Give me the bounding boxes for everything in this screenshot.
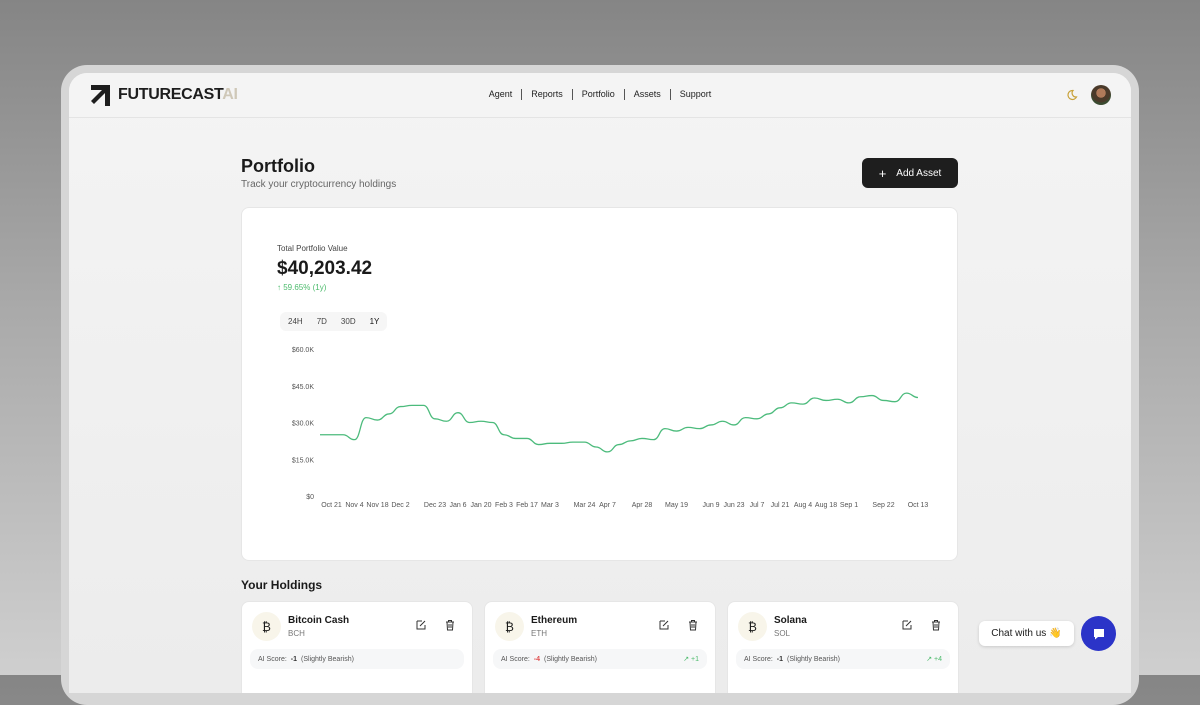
add-asset-button[interactable]: + Add Asset bbox=[862, 158, 958, 188]
range-24h[interactable]: 24H bbox=[282, 314, 309, 329]
edit-icon[interactable] bbox=[901, 619, 913, 631]
x-tick-label: Dec 2 bbox=[391, 502, 409, 509]
app-window: FUTURECASTAI Agent Reports Portfolio Ass… bbox=[69, 73, 1131, 693]
x-tick-label: Nov 18 bbox=[366, 502, 388, 509]
add-asset-label: Add Asset bbox=[896, 167, 942, 179]
x-tick-label: Oct 13 bbox=[908, 502, 929, 509]
x-tick-label: Mar 3 bbox=[541, 502, 559, 509]
coin-icon: ₿ bbox=[495, 612, 524, 641]
chat-button[interactable] bbox=[1081, 616, 1116, 651]
y-tick-label: $15.0K bbox=[292, 457, 315, 464]
value-change: ↑ 59.65% (1y) bbox=[277, 283, 327, 292]
range-selector: 24H 7D 30D 1Y bbox=[280, 312, 388, 331]
holding-symbol: BCH bbox=[288, 629, 305, 638]
y-tick-label: $45.0K bbox=[292, 384, 315, 391]
nav-support[interactable]: Support bbox=[669, 89, 721, 100]
holding-name: Ethereum bbox=[531, 615, 578, 626]
x-tick-label: Mar 24 bbox=[574, 502, 596, 509]
holding-symbol: SOL bbox=[774, 629, 791, 638]
ai-score-sentiment: (Slightly Bearish) bbox=[544, 655, 597, 663]
x-tick-label: Aug 18 bbox=[815, 502, 837, 509]
holding-name: Bitcoin Cash bbox=[288, 615, 350, 626]
wave-icon: 👋 bbox=[1049, 628, 1062, 639]
ai-score-bar: AI Score: -4 (Slightly Bearish) ↗ +1 bbox=[493, 649, 707, 669]
ai-score-value: -4 bbox=[533, 655, 541, 663]
trash-icon[interactable] bbox=[687, 619, 699, 631]
nav-assets[interactable]: Assets bbox=[623, 89, 670, 100]
page-subtitle: Track your cryptocurrency holdings bbox=[241, 179, 397, 190]
chat-icon bbox=[1093, 628, 1104, 639]
x-tick-label: Aug 4 bbox=[794, 502, 812, 509]
trend-value: +4 bbox=[934, 656, 942, 663]
top-nav-bar: FUTURECASTAI Agent Reports Portfolio Ass… bbox=[69, 73, 1131, 118]
x-tick-label: Sep 1 bbox=[840, 502, 858, 509]
total-value: $40,203.42 bbox=[277, 258, 373, 279]
ai-score-bar: AI Score: -1 (Slightly Bearish) ↗ +4 bbox=[736, 649, 950, 669]
holding-name: Solana bbox=[774, 615, 807, 626]
portfolio-line-chart: $0 $15.0K $30.0K $45.0K $60.0K Oct 21 Nov 4 Nov… bbox=[292, 347, 929, 509]
trash-icon[interactable] bbox=[444, 619, 456, 631]
trend-change: ↗ +1 bbox=[683, 656, 699, 663]
total-value-label: Total Portfolio Value bbox=[277, 244, 348, 253]
coin-icon: ₿ bbox=[738, 612, 767, 641]
range-30d[interactable]: 30D bbox=[335, 314, 362, 329]
plus-icon: + bbox=[878, 165, 887, 181]
holding-card[interactable]: ₿ Ethereum ETH AI Score: -4 (Slightly Bear… bbox=[484, 601, 716, 693]
ai-score-bar: AI Score: -1 (Slightly Bearish) bbox=[250, 649, 464, 669]
range-7d[interactable]: 7D bbox=[311, 314, 333, 329]
holding-card[interactable]: ₿ Bitcoin Cash BCH AI Score: -1 (Slightly … bbox=[241, 601, 473, 693]
x-tick-label: Jan 6 bbox=[449, 502, 466, 509]
nav-agent[interactable]: Agent bbox=[488, 89, 513, 99]
x-tick-label: Jul 7 bbox=[750, 502, 765, 509]
portfolio-value-card: Total Portfolio Value $40,203.42 ↑ 59.65… bbox=[241, 207, 958, 561]
ai-score-label: AI Score: bbox=[744, 655, 773, 663]
holdings-title: Your Holdings bbox=[241, 578, 323, 592]
x-tick-label: Jun 23 bbox=[723, 502, 744, 509]
trash-icon[interactable] bbox=[930, 619, 942, 631]
chat-label: Chat with us bbox=[991, 628, 1047, 639]
main-nav: Agent Reports Portfolio Assets Support bbox=[69, 89, 1131, 100]
page-title: Portfolio bbox=[241, 156, 315, 176]
x-tick-label: Oct 21 bbox=[321, 502, 342, 509]
nav-reports[interactable]: Reports bbox=[521, 89, 572, 100]
x-tick-label: Apr 7 bbox=[599, 502, 616, 509]
ai-score-label: AI Score: bbox=[501, 655, 530, 663]
x-tick-label: Jan 20 bbox=[470, 502, 491, 509]
logo-text: FUTURECAST bbox=[118, 86, 223, 103]
x-tick-label: Feb 17 bbox=[516, 502, 538, 509]
x-tick-label: Sep 22 bbox=[872, 502, 894, 509]
y-tick-label: $60.0K bbox=[292, 347, 315, 354]
trend-change: ↗ +4 bbox=[926, 656, 942, 663]
x-tick-label: Jun 9 bbox=[702, 502, 719, 509]
holding-card[interactable]: ₿ Solana SOL AI Score: -1 (Slightly Bearis… bbox=[727, 601, 959, 693]
y-tick-label: $0 bbox=[306, 494, 314, 501]
chat-with-us-bubble[interactable]: Chat with us 👋 bbox=[979, 621, 1074, 646]
edit-icon[interactable] bbox=[415, 619, 427, 631]
nav-portfolio[interactable]: Portfolio bbox=[571, 89, 624, 100]
logo-accent: AI bbox=[222, 86, 238, 103]
edit-icon[interactable] bbox=[658, 619, 670, 631]
x-tick-label: Nov 4 bbox=[345, 502, 363, 509]
trend-value: +1 bbox=[691, 656, 699, 663]
ai-score-value: -1 bbox=[776, 655, 784, 663]
x-tick-label: Jul 21 bbox=[771, 502, 790, 509]
portfolio-value-line bbox=[319, 392, 919, 453]
x-tick-label: Dec 23 bbox=[424, 502, 446, 509]
range-1y[interactable]: 1Y bbox=[364, 314, 386, 329]
y-tick-label: $30.0K bbox=[292, 421, 315, 428]
x-tick-label: May 19 bbox=[665, 502, 688, 509]
x-tick-label: Apr 28 bbox=[632, 502, 653, 509]
coin-icon: ₿ bbox=[252, 612, 281, 641]
ai-score-label: AI Score: bbox=[258, 655, 287, 663]
ai-score-sentiment: (Slightly Bearish) bbox=[787, 655, 840, 663]
logo[interactable]: FUTURECASTAI bbox=[90, 83, 238, 107]
holding-symbol: ETH bbox=[531, 629, 547, 638]
arrow-logo-icon bbox=[91, 85, 110, 106]
moon-icon[interactable] bbox=[1066, 89, 1078, 101]
ai-score-sentiment: (Slightly Bearish) bbox=[301, 655, 354, 663]
avatar[interactable] bbox=[1091, 85, 1111, 105]
x-tick-label: Feb 3 bbox=[495, 502, 513, 509]
ai-score-value: -1 bbox=[290, 655, 298, 663]
